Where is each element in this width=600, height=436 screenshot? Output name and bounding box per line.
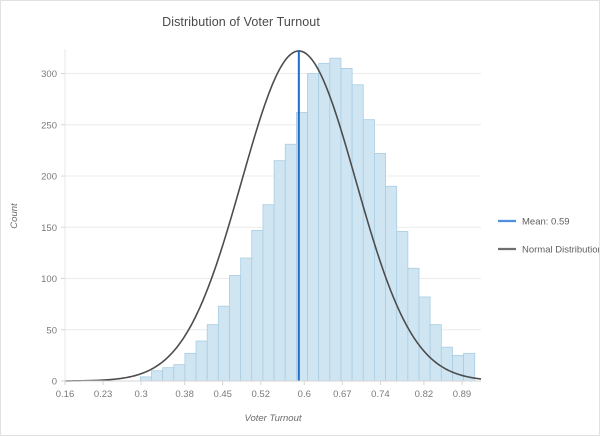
y-tick-label: 100 [41, 274, 57, 285]
histogram-bar [340, 68, 353, 382]
chart-legend[interactable]: Mean: 0.59 Normal Distribution [498, 217, 600, 256]
normal-distribution-curve [65, 50, 482, 382]
x-tick-label: 0.3 [135, 389, 148, 400]
histogram-bar [184, 352, 197, 382]
histogram-bar [429, 324, 442, 382]
histogram-bar [173, 364, 186, 382]
x-tick-label: 0.67 [333, 389, 352, 400]
y-axis-label: Count [9, 203, 20, 229]
histogram-bar [374, 153, 386, 382]
histogram-bar [396, 230, 409, 382]
histogram-bar [407, 267, 420, 382]
legend-label[interactable]: Mean: 0.59 [522, 217, 570, 228]
histogram-bar [362, 119, 375, 382]
histogram-bar [240, 257, 253, 382]
histogram-bar [273, 160, 286, 382]
histogram-bar [351, 84, 364, 382]
x-tick-label: 0.52 [252, 389, 271, 400]
x-tick-label: 0.6 [298, 389, 311, 400]
x-axis-label: Voter Turnout [244, 413, 301, 424]
x-tick-label: 0.74 [371, 389, 390, 400]
x-axis-ticks: 0.16 0.23 0.3 0.38 0.45 0.52 0.6 0.67 0.74 0.82 0.… [56, 381, 471, 400]
x-tick-label: 0.45 [213, 389, 232, 400]
x-tick-label: 0.82 [415, 389, 434, 400]
histogram-bar [151, 370, 164, 382]
histogram-bar [139, 376, 152, 382]
histogram-bars [139, 57, 476, 382]
histogram-bar [452, 354, 464, 382]
histogram-bar [262, 204, 275, 382]
histogram-bar [162, 367, 175, 382]
histogram-bar [440, 346, 453, 382]
histogram-bar [284, 143, 297, 382]
histogram-bar [206, 324, 219, 382]
histogram-bar [229, 275, 242, 382]
histogram-bar [217, 305, 230, 382]
y-tick-label: 200 [41, 172, 57, 183]
y-tick-label: 300 [41, 69, 57, 80]
histogram-bar [318, 62, 331, 382]
y-tick-label: 50 [46, 325, 57, 336]
y-tick-label: 0 [52, 377, 57, 388]
x-tick-label: 0.38 [175, 389, 194, 400]
y-tick-label: 250 [41, 120, 57, 131]
page-title: Distribution of Voter Turnout [162, 15, 320, 29]
histogram-bar [329, 57, 342, 382]
y-tick-label: 150 [41, 223, 57, 234]
histogram-bar [195, 340, 208, 382]
histogram-bar [251, 229, 264, 382]
x-tick-label: 0.16 [56, 389, 75, 400]
histogram-bar [418, 296, 431, 382]
legend-label[interactable]: Normal Distribution [522, 245, 600, 256]
x-tick-label: 0.23 [94, 389, 113, 400]
y-axis-ticks: 0 50 100 150 200 250 300 [41, 69, 65, 388]
histogram-bar [307, 73, 320, 382]
x-tick-label: 0.89 [453, 389, 472, 400]
